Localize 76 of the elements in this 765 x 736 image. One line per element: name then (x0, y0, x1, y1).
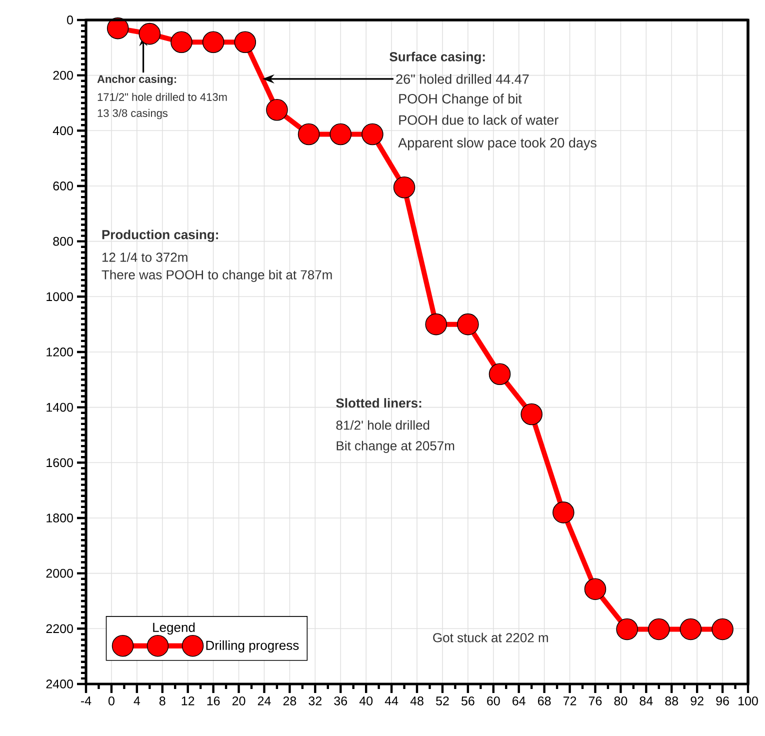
point (330, 123, 352, 146)
point (584, 578, 606, 600)
annotation: 81/2' hole drilled (336, 420, 430, 430)
x-tick-label: 16 (207, 696, 220, 706)
x-tick-label: 88 (665, 696, 678, 706)
point (298, 123, 320, 146)
point (552, 502, 574, 524)
y-tick-label: 600 (53, 182, 73, 190)
legend-label: Drilling progress (206, 640, 299, 653)
x-tick-label: 80 (614, 696, 628, 706)
y-tick-label: 200 (53, 70, 73, 80)
annotation: Anchor casing: (97, 74, 176, 86)
y-tick-label: 2000 (46, 568, 73, 578)
y-tick-label: 400 (52, 126, 73, 136)
x-tick-label: 4 (134, 696, 140, 706)
x-tick-label: 96 (716, 696, 729, 706)
y-tick-label: 1800 (46, 514, 73, 522)
x-tick-label: 100 (738, 696, 758, 706)
legend-title: Legend (153, 622, 195, 635)
x-tick-label: 92 (690, 696, 704, 706)
point (648, 618, 670, 640)
annotation: There was POOH to change bit at 787m (102, 270, 332, 282)
annotation: POOH Change of bit (399, 94, 522, 106)
x-tick-label: 40 (359, 696, 373, 706)
annotation: Slotted liners: (336, 398, 422, 408)
x-tick-label: 60 (487, 696, 500, 706)
annotation: POOH due to lack of water (399, 114, 558, 125)
annotation: Bit change at 2057m (336, 440, 454, 453)
x-tick-label: 8 (159, 696, 166, 706)
x-tick-label: 72 (563, 696, 576, 706)
x-tick-label: 56 (461, 696, 474, 706)
y-tick-label: 2200 (46, 624, 73, 634)
point (202, 31, 224, 54)
y-tick-label: 1600 (46, 458, 73, 468)
x-tick-label: 36 (334, 696, 348, 706)
point (712, 618, 734, 640)
point (680, 618, 702, 640)
x-tick-label: 68 (538, 696, 551, 706)
point (393, 176, 416, 198)
point (234, 31, 256, 54)
y-tick-label: 1400 (46, 402, 73, 412)
x-tick-label: 12 (182, 696, 194, 706)
point (266, 99, 288, 121)
y-tick-label: 800 (53, 236, 73, 246)
y-tick-label: 2400 (46, 680, 73, 688)
point (425, 313, 448, 336)
x-tick-label: -4 (81, 696, 92, 706)
annotation: 13 3/8 casings (98, 108, 168, 120)
x-tick-label: 0 (108, 696, 114, 706)
annotation: Production casing: (102, 230, 218, 242)
x-tick-label: 52 (436, 696, 449, 706)
x-tick-label: 64 (512, 696, 526, 706)
x-tick-label: 20 (232, 696, 246, 706)
annotation: Apparent slow pace took 20 days (398, 138, 596, 150)
annotation: Surface casing: (390, 52, 485, 64)
y-tick-label: 0 (67, 16, 74, 24)
x-tick-label: 32 (308, 696, 322, 706)
y-tick-label: 1000 (46, 292, 73, 302)
point (616, 618, 638, 640)
annotation: 12 1/4 to 372m (102, 252, 188, 262)
annotation: 171/2" hole drilled to 413m (98, 92, 227, 101)
x-tick-label: 84 (640, 696, 653, 706)
x-tick-label: 48 (410, 696, 424, 706)
y-tick-label: 1200 (46, 348, 73, 356)
x-tick-label: 76 (588, 696, 602, 706)
x-tick-label: 44 (384, 696, 398, 706)
point (138, 22, 161, 45)
annotation: Got stuck at 2202 m (433, 632, 548, 642)
point (520, 403, 542, 426)
point (488, 363, 511, 386)
annotation: 26" holed drilled 44.47 (396, 74, 529, 84)
x-tick-label: 24 (258, 696, 271, 706)
x-tick-label: 28 (283, 696, 296, 706)
point (170, 31, 192, 54)
point (457, 313, 479, 336)
point (362, 123, 384, 146)
